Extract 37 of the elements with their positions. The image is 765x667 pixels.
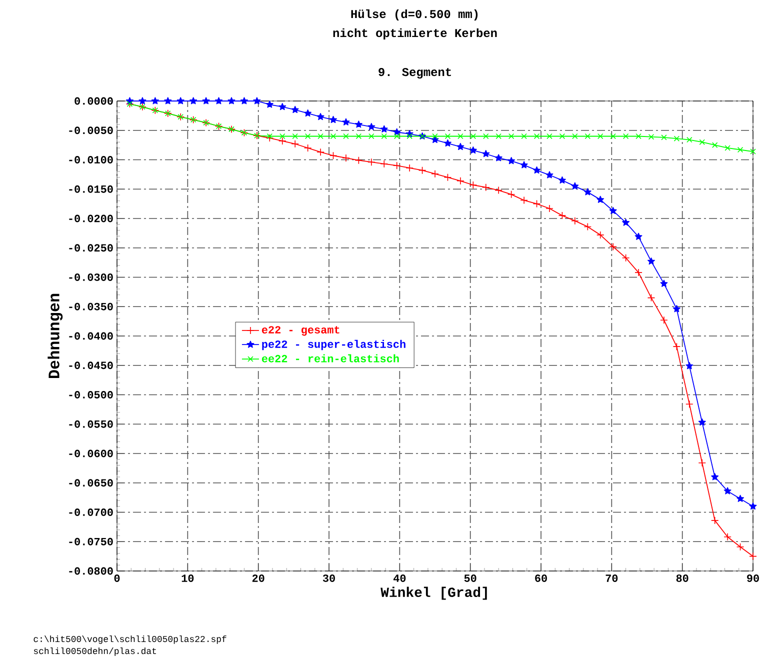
y-tick-label: -0.0150	[69, 185, 113, 193]
chart-subtitle: nicht optimierte Kerben	[333, 28, 497, 40]
x-tick-label: 70	[606, 574, 618, 582]
y-tick-label: -0.0500	[69, 391, 113, 398]
x-tick-label: 80	[676, 574, 688, 582]
x-tick-label: 50	[464, 574, 476, 582]
y-tick-label: -0.0750	[69, 538, 113, 546]
y-tick-label: -0.0600	[69, 450, 113, 458]
y-axis-title: Dehnungen	[48, 294, 63, 378]
x-tick-label: 40	[393, 574, 406, 582]
y-tick-label: -0.0250	[69, 244, 113, 252]
y-tick-label: -0.0300	[69, 274, 113, 281]
x-tick-label: 20	[252, 574, 264, 582]
legend-label: e22 - gesamt	[262, 326, 340, 336]
y-tick-label: 0.0000	[74, 97, 113, 105]
legend-label: pe22 - super-elastisch	[262, 340, 406, 350]
x-axis-title: Winkel [Grad]	[380, 586, 487, 600]
x-tick-label: 0	[114, 574, 120, 582]
text: 9. Segment	[378, 68, 451, 79]
y-tick-label: -0.0550	[69, 420, 113, 428]
y-tick-label: -0.0050	[69, 126, 113, 134]
text: schlil0050dehn/plas.dat	[34, 647, 156, 656]
y-tick-label: -0.0450	[69, 362, 113, 370]
y-tick-label: -0.0350	[69, 302, 113, 310]
x-tick-label: 90	[747, 574, 759, 582]
x-tick-label: 60	[535, 574, 547, 582]
legend-label: ee22 - rein-elastisch	[262, 354, 399, 362]
y-tick-label: -0.0700	[69, 508, 113, 516]
y-tick-label: -0.0200	[69, 214, 113, 222]
chart-title: Hülse (d=0.500 mm)	[351, 9, 478, 20]
y-tick-label: -0.0400	[69, 332, 113, 340]
y-tick-label: -0.0100	[69, 156, 113, 164]
x-tick-label: 10	[182, 574, 194, 582]
y-tick-label: -0.0800	[69, 567, 113, 575]
y-tick-label: -0.0650	[69, 479, 113, 487]
text: c:\hit500\vogel\schlil0050plas22.spf	[34, 635, 226, 644]
x-tick-label: 30	[322, 574, 335, 582]
